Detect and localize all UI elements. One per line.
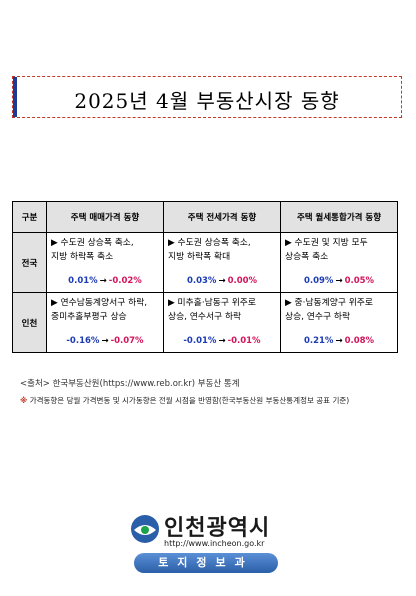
incheon-logo: 인천광역시 http://www.incheon.go.kr (130, 512, 290, 552)
market-trend-table: 구분 주택 매매가격 동향 주택 전세가격 동향 주택 월세통합가격 동향 전국… (12, 201, 398, 353)
row-label-nationwide: 전국 (12, 232, 47, 293)
arrow-icon: → (335, 336, 343, 346)
table-cell: ▶ 수도권 상승폭 축소, 지방 하락폭 축소 0.01% → -0.02% (46, 232, 164, 293)
note-text: 가격동향은 당월 가격변동 및 시가동향은 전월 시점을 반영함(한국부동산원 … (29, 396, 350, 405)
logo-name: 인천광역시 (164, 516, 271, 541)
rate-to: 0.08% (344, 336, 375, 346)
rate-change: 0.21% → 0.08% (281, 336, 397, 346)
cell-desc-line: 상승, 연수서구 하락 (168, 312, 242, 322)
rate-from: 0.03% (186, 276, 217, 286)
rate-change: 0.01% → -0.02% (47, 276, 163, 286)
rate-from: 0.09% (303, 276, 334, 286)
table-row: 전국 ▶ 수도권 상승폭 축소, 지방 하락폭 축소 0.01% → -0.02% … (12, 232, 398, 293)
table-cell: ▶ 중·남동계양구 위주로 상승, 연수구 하락 0.21% → 0.08% (280, 292, 398, 353)
rate-change: -0.01% → -0.01% (164, 336, 280, 346)
arrow-icon: → (101, 336, 109, 346)
table-cell: ▶ 수도권 및 지방 모두 상승폭 축소 0.09% → 0.05% (280, 232, 398, 293)
incheon-emblem-icon (131, 515, 159, 543)
column-header-jeonse-price: 주택 전세가격 동향 (163, 201, 281, 233)
cell-desc-line: 중미추홀부평구 상승 (51, 312, 127, 322)
row-label-incheon: 인천 (12, 292, 47, 353)
rate-change: 0.09% → 0.05% (281, 276, 397, 286)
cell-desc-line: 상승, 연수구 하락 (285, 312, 351, 322)
table-row: 인천 ▶ 연수남동계양서구 하락, 중미추홀부평구 상승 -0.16% → -0.0… (12, 292, 398, 353)
cell-desc-line: ▶ 연수남동계양서구 하락, (51, 298, 148, 308)
page-title: 2025년 4월 부동산시장 동향 (74, 89, 340, 113)
cell-desc-line: 지방 하락폭 축소 (51, 252, 114, 262)
arrow-icon: → (218, 276, 226, 286)
footnote: ※ 가격동향은 당월 가격변동 및 시가동향은 전월 시점을 반영함(한국부동산… (20, 395, 349, 406)
rate-to: -0.02% (108, 276, 142, 286)
table-cell: ▶ 연수남동계양서구 하락, 중미추홀부평구 상승 -0.16% → -0.07% (46, 292, 164, 353)
rate-to: -0.07% (110, 336, 144, 346)
rate-change: -0.16% → -0.07% (47, 336, 163, 346)
column-header-monthly-rent: 주택 월세통합가격 동향 (280, 201, 398, 233)
note-mark: ※ (20, 396, 28, 405)
table-cell: ▶ 수도권 상승폭 축소, 지방 하락폭 확대 0.03% → 0.00% (163, 232, 281, 293)
cell-desc-line: ▶ 수도권 및 지방 모두 (285, 238, 368, 248)
cell-desc-line: ▶ 미추홀·남동구 위주로 (168, 298, 256, 308)
rate-from: 0.21% (303, 336, 334, 346)
cell-desc-line: ▶ 수도권 상승폭 축소, (168, 238, 251, 248)
table-cell: ▶ 미추홀·남동구 위주로 상승, 연수서구 하락 -0.01% → -0.01% (163, 292, 281, 353)
cell-desc-line: 상승폭 축소 (285, 252, 329, 262)
rate-from: -0.01% (183, 336, 217, 346)
rate-from: 0.01% (68, 276, 98, 286)
rate-to: 0.00% (227, 276, 258, 286)
cell-desc-line: ▶ 수도권 상승폭 축소, (51, 238, 134, 248)
logo-url: http://www.incheon.go.kr (164, 539, 265, 548)
rate-change: 0.03% → 0.00% (164, 276, 280, 286)
arrow-icon: → (218, 336, 226, 346)
cell-desc-line: ▶ 중·남동계양구 위주로 (285, 298, 373, 308)
title-box: 2025년 4월 부동산시장 동향 (12, 76, 402, 118)
title-accent-bar (13, 77, 17, 117)
cell-desc-line: 지방 하락폭 확대 (168, 252, 231, 262)
table-header-row: 구분 주택 매매가격 동향 주택 전세가격 동향 주택 월세통합가격 동향 (12, 201, 398, 233)
source-citation: <출처> 한국부동산원(https://www.reb.or.kr) 부동산 통… (20, 379, 240, 389)
rate-to: -0.01% (227, 336, 261, 346)
arrow-icon: → (99, 276, 107, 286)
department-badge: 토지정보과 (134, 553, 278, 573)
column-header-category: 구분 (12, 201, 47, 233)
column-header-sale-price: 주택 매매가격 동향 (46, 201, 164, 233)
rate-to: 0.05% (344, 276, 375, 286)
rate-from: -0.16% (66, 336, 100, 346)
arrow-icon: → (335, 276, 343, 286)
